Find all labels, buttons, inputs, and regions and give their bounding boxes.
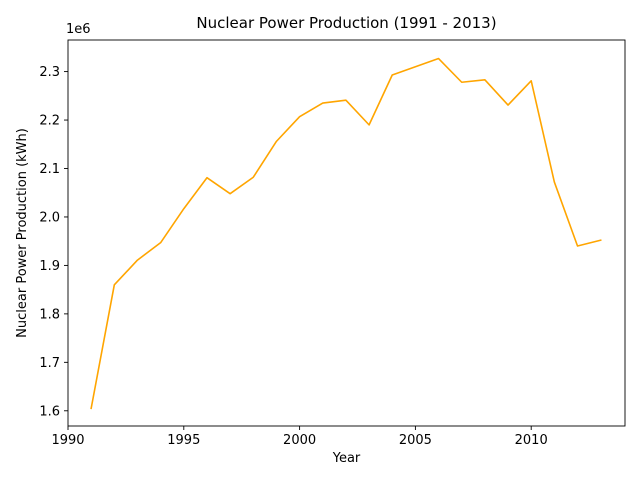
x-axis: 1990 1995 2000 2005 2010 (51, 426, 548, 448)
x-tick-label: 2000 (283, 433, 316, 448)
y-tick-label: 2.0 (39, 210, 60, 225)
y-tick-label: 2.2 (39, 114, 60, 129)
y-axis-label: Nuclear Power Production (kWh) (15, 128, 30, 338)
y-tick-label: 2.3 (39, 65, 60, 80)
y-tick-label: 1.8 (39, 307, 60, 322)
y-tick-label: 1.7 (39, 356, 60, 371)
x-axis-label: Year (332, 451, 361, 466)
x-tick-label: 2010 (515, 433, 548, 448)
y-axis-offset-label: 1e6 (66, 22, 91, 37)
y-tick-label: 1.9 (39, 259, 60, 274)
series-line (90, 57, 602, 410)
plot-layer (90, 57, 602, 410)
chart-title: Nuclear Power Production (1991 - 2013) (196, 14, 496, 32)
y-tick-label: 1.6 (39, 404, 60, 419)
axes-frame (67, 39, 626, 427)
x-tick-label: 2005 (399, 433, 432, 448)
x-tick-label: 1990 (51, 433, 84, 448)
y-tick-label: 2.1 (39, 162, 60, 177)
y-axis: 1.6 1.7 1.8 1.9 2.0 2.1 2.2 2.3 (39, 65, 68, 419)
x-tick-label: 1995 (167, 433, 200, 448)
